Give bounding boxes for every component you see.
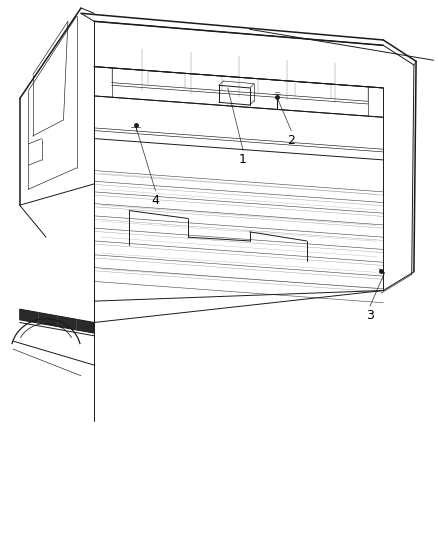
Text: 4: 4 [152,194,159,207]
Polygon shape [20,309,94,333]
Text: 3: 3 [366,309,374,322]
Text: 1: 1 [239,154,247,166]
Text: 2: 2 [287,134,295,147]
